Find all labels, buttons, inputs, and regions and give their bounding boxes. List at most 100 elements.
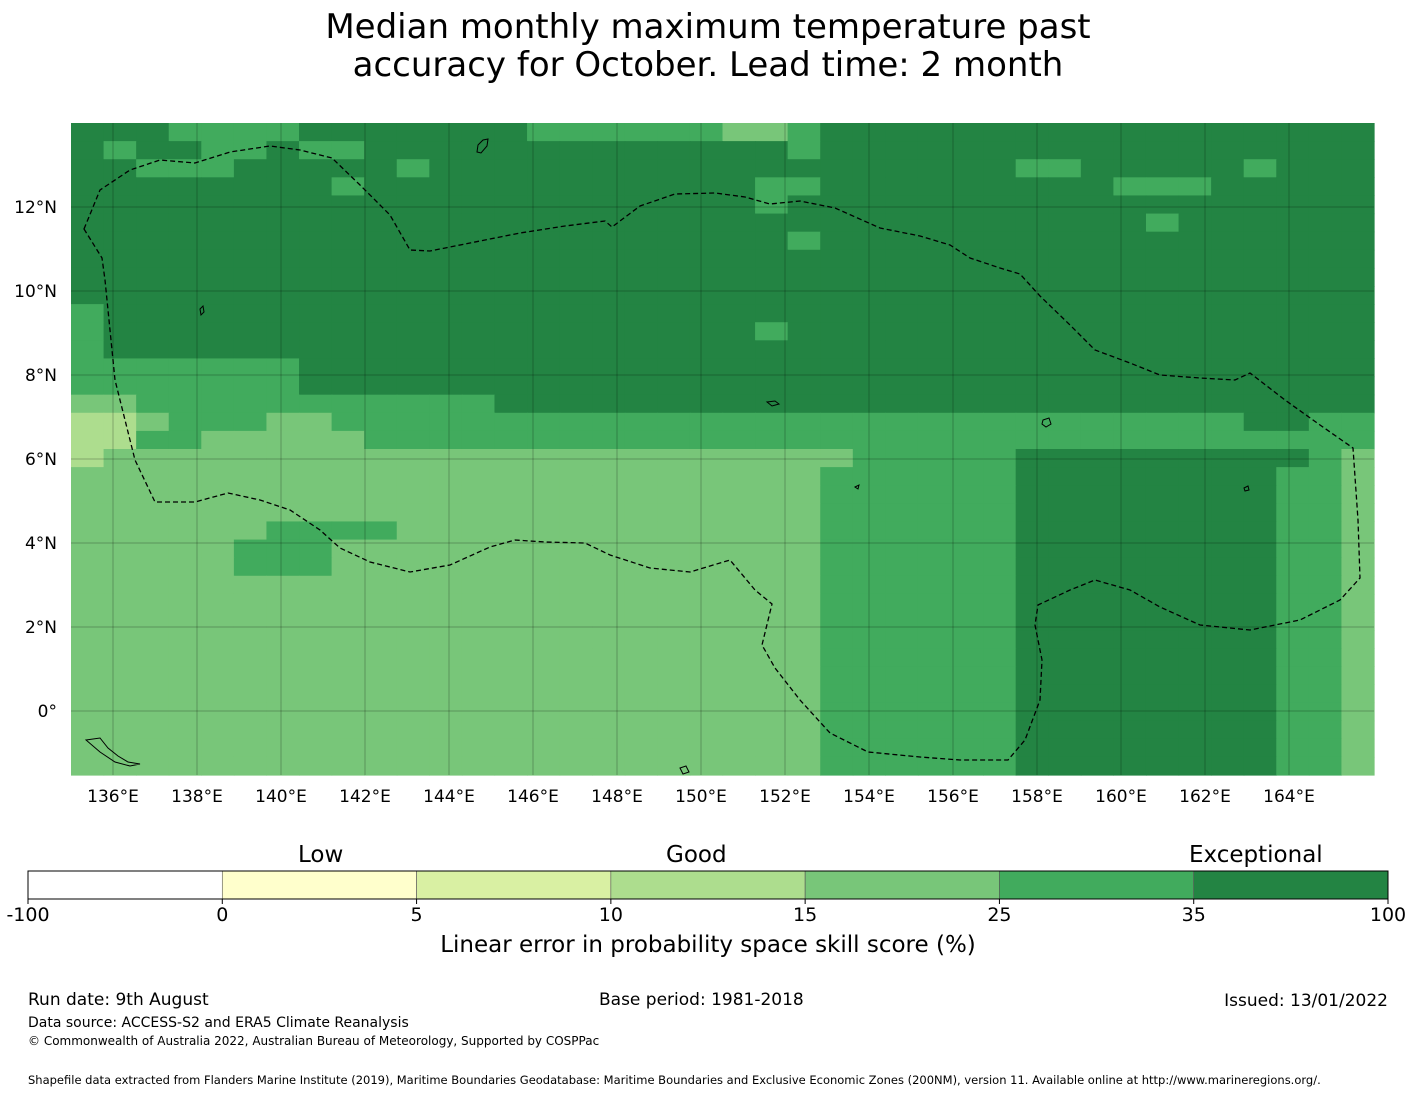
grid-cell [461,648,496,667]
grid-cell [233,557,268,577]
grid-cell [917,612,952,631]
grid-cell [396,630,430,649]
grid-cell [1145,756,1180,776]
grid-cell [233,666,268,686]
grid-cell [136,666,170,686]
grid-cell [461,521,496,541]
grid-cell [787,756,821,776]
grid-cell [852,756,886,776]
grid-cell [592,539,626,559]
grid-cell [1178,521,1212,541]
chart-title-line-1: Median monthly maximum temperature past [325,7,1091,47]
grid-cell [71,376,105,396]
lon-tick-label: 164°E [1263,787,1315,807]
grid-cell [689,322,724,341]
run-date: Run date: 9th August [28,990,209,1010]
grid-cell [299,358,333,378]
grid-cell [1113,557,1147,577]
grid-cell [1015,304,1049,323]
island-small-1 [679,765,690,775]
grid-cell [364,485,398,504]
grid-cell [1341,159,1375,178]
grid-cell [201,249,235,269]
grid-cell [136,340,170,360]
grid-cell [299,376,333,396]
grid-cell [657,702,691,722]
grid-cell [1145,648,1180,667]
grid-cell [136,557,170,577]
grid-cell [950,612,984,631]
grid-cell [722,684,756,704]
grid-cell [527,412,561,432]
grid-cell [494,702,528,722]
grid-cell [299,322,333,341]
grid-cell [820,231,854,251]
grid-cell [917,394,952,414]
grid-cell [168,123,202,142]
grid-cell [136,231,170,251]
grid-cell [852,485,886,504]
grid-cell [1145,286,1180,305]
grid-cell [1178,213,1212,233]
grid-cell [527,630,561,649]
grid-cell [1080,213,1115,233]
grid-cell [1276,756,1310,776]
grid-cell [168,485,202,504]
grid-cell [1341,286,1375,305]
grid-cell [494,304,528,323]
grid-cell [1308,684,1343,704]
grid-cell [852,231,886,251]
grid-cell [494,412,528,432]
grid-cell [233,575,268,595]
grid-cell [364,503,398,523]
grid-cell [266,231,300,251]
grid-cell [201,503,235,523]
grid-cell [592,557,626,577]
grid-cell [1211,376,1245,396]
grid-cell [461,612,496,631]
category-low-label: Low [298,842,344,868]
grid-cell [201,376,235,396]
grid-cell [820,557,854,577]
grid-cell [852,286,886,305]
grid-cell [950,304,984,323]
grid-cell [1080,159,1115,178]
grid-cell [266,467,300,486]
grid-cell [1080,412,1115,432]
grid-cell [331,557,365,577]
grid-cell [1145,720,1180,740]
grid-cell [233,430,268,450]
grid-cell [494,575,528,595]
grid-cell [1341,612,1375,631]
grid-cell [657,557,691,577]
grid-cell [1178,286,1212,305]
grid-cell [201,267,235,287]
grid-cell [103,394,137,414]
grid-cell [1178,702,1212,722]
grid-cell [755,467,789,486]
grid-cell [1243,539,1277,559]
grid-cell [1211,593,1245,613]
grid-cell [429,213,463,233]
grid-cell [1048,249,1082,269]
grid-cell [396,467,430,486]
grid-cell [527,648,561,667]
grid-cell [950,195,984,215]
grid-cell [266,358,300,378]
grid-cell [266,304,300,323]
grid-cell [983,322,1017,341]
grid-cell [71,575,105,595]
grid-cell [331,593,365,613]
grid-cell [266,630,300,649]
grid-cell [1211,648,1245,667]
grid-cell [527,394,561,414]
grid-cell [201,358,235,378]
grid-cell [299,195,333,215]
grid-cell [722,358,756,378]
grid-cell [722,648,756,667]
grid-cell [885,756,919,776]
grid-cell [364,304,398,323]
grid-cell [657,539,691,559]
island-pohnpei [1041,417,1052,428]
grid-cell [168,304,202,323]
